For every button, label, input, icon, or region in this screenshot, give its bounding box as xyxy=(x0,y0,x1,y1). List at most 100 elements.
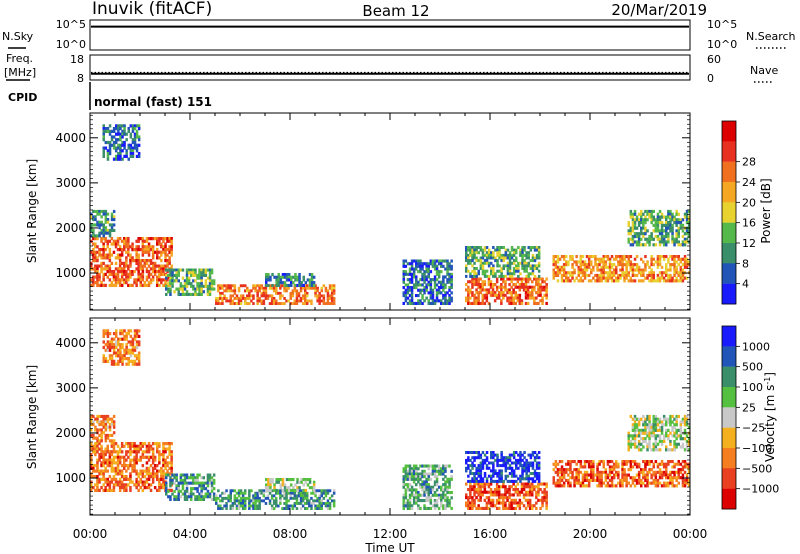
velocity-echo-cell xyxy=(495,482,499,486)
power-echo-cell xyxy=(137,272,140,276)
power-echo-cell xyxy=(560,276,564,280)
velocity-echo-cell xyxy=(471,498,474,502)
power-echo-cell xyxy=(262,286,266,290)
velocity-echo-cell xyxy=(112,469,116,473)
power-echo-cell xyxy=(671,223,674,227)
velocity-echo-cell xyxy=(592,473,595,477)
velocity-echo-cell xyxy=(326,491,330,495)
velocity-echo-cell xyxy=(543,493,546,497)
power-echo-cell xyxy=(531,296,534,300)
velocity-echo-cell xyxy=(167,489,170,493)
velocity-echo-cell xyxy=(106,447,109,451)
velocity-echo-cell xyxy=(427,467,430,471)
power-echo-cell xyxy=(258,299,261,303)
velocity-echo-cell xyxy=(160,477,163,481)
power-echo-cell xyxy=(104,256,107,260)
power-echo-cell xyxy=(516,299,520,303)
velocity-echo-cell xyxy=(508,501,511,505)
velocity-echo-cell xyxy=(494,479,497,483)
velocity-echo-cell xyxy=(612,462,616,466)
power-echo-cell xyxy=(275,299,278,303)
velocity-echo-cell xyxy=(296,478,299,482)
velocity-echo-cell xyxy=(139,469,142,473)
power-echo-cell xyxy=(239,294,243,298)
velocity-echo-cell xyxy=(545,504,548,508)
velocity-echo-cell xyxy=(100,444,103,448)
power-echo-cell xyxy=(179,292,183,296)
power-colorbar-swatch xyxy=(722,283,736,305)
velocity-echo-cell xyxy=(440,485,443,489)
power-echo-cell xyxy=(502,293,505,297)
power-echo-cell xyxy=(110,237,114,241)
velocity-echo-cell xyxy=(135,455,138,459)
power-echo-cell xyxy=(637,212,641,216)
velocity-echo-cell xyxy=(102,340,105,344)
velocity-echo-cell xyxy=(125,450,128,454)
velocity-echo-cell xyxy=(102,329,105,333)
power-echo-cell xyxy=(129,154,133,158)
velocity-echo-cell xyxy=(328,496,332,500)
power-echo-cell xyxy=(442,294,445,298)
power-echo-cell xyxy=(658,240,662,244)
velocity-echo-cell xyxy=(583,462,587,466)
velocity-echo-cell xyxy=(187,481,191,485)
power-echo-cell xyxy=(433,267,437,271)
power-echo-cell xyxy=(473,274,476,278)
power-echo-cell xyxy=(473,256,476,260)
power-echo-cell xyxy=(633,209,637,214)
power-echo-cell xyxy=(404,291,408,295)
power-echo-cell xyxy=(94,264,97,268)
power-echo-cell xyxy=(194,290,197,294)
power-echo-cell xyxy=(483,288,487,292)
velocity-echo-cell xyxy=(96,466,99,470)
power-echo-cell xyxy=(110,270,114,274)
power-echo-cell xyxy=(293,286,297,290)
power-echo-cell xyxy=(412,275,416,279)
velocity-echo-cell xyxy=(477,464,480,468)
velocity-echo-cell xyxy=(492,464,495,468)
power-echo-cell xyxy=(504,256,508,260)
power-echo-cell xyxy=(141,239,145,243)
velocity-echo-cell xyxy=(123,464,126,468)
power-echo-cell xyxy=(442,278,445,282)
velocity-echo-cell xyxy=(402,485,405,489)
velocity-echo-cell xyxy=(569,481,572,485)
power-echo-cell xyxy=(598,273,601,277)
power-echo-cell xyxy=(679,221,683,225)
power-echo-cell xyxy=(168,245,171,249)
velocity-echo-cell xyxy=(489,488,493,492)
velocity-echo-cell xyxy=(433,493,437,497)
power-echo-cell xyxy=(412,272,416,276)
power-echo-cell xyxy=(450,291,453,295)
power-echo-cell xyxy=(631,221,635,225)
velocity-echo-cell xyxy=(528,504,532,508)
power-echo-cell xyxy=(297,294,301,298)
power-echo-cell xyxy=(669,226,672,230)
velocity-echo-cell xyxy=(529,456,533,460)
power-echo-cell xyxy=(115,146,118,150)
velocity-echo-cell xyxy=(475,466,478,470)
velocity-echo-cell xyxy=(133,464,136,468)
power-echo-cell xyxy=(617,255,620,259)
velocity-echo-cell xyxy=(135,458,138,462)
velocity-echo-cell xyxy=(104,343,108,347)
velocity-echo-cell xyxy=(254,502,257,505)
velocity-echo-cell xyxy=(292,488,295,492)
power-echo-cell xyxy=(446,267,449,271)
velocity-echo-cell xyxy=(477,474,480,478)
velocity-echo-cell xyxy=(404,491,408,495)
velocity-echo-cell xyxy=(241,499,245,503)
power-echo-cell xyxy=(512,301,515,305)
velocity-echo-cell xyxy=(510,501,513,505)
velocity-echo-cell xyxy=(491,490,495,494)
velocity-echo-cell xyxy=(170,466,173,470)
velocity-echo-cell xyxy=(123,461,126,465)
power-echo-cell xyxy=(523,261,526,265)
power-echo-cell xyxy=(477,246,480,249)
power-echo-cell xyxy=(433,278,437,282)
power-echo-cell xyxy=(469,301,472,305)
power-echo-cell xyxy=(427,272,430,276)
power-echo-cell xyxy=(656,218,660,222)
velocity-echo-cell xyxy=(120,472,124,476)
power-echo-cell xyxy=(102,212,105,216)
